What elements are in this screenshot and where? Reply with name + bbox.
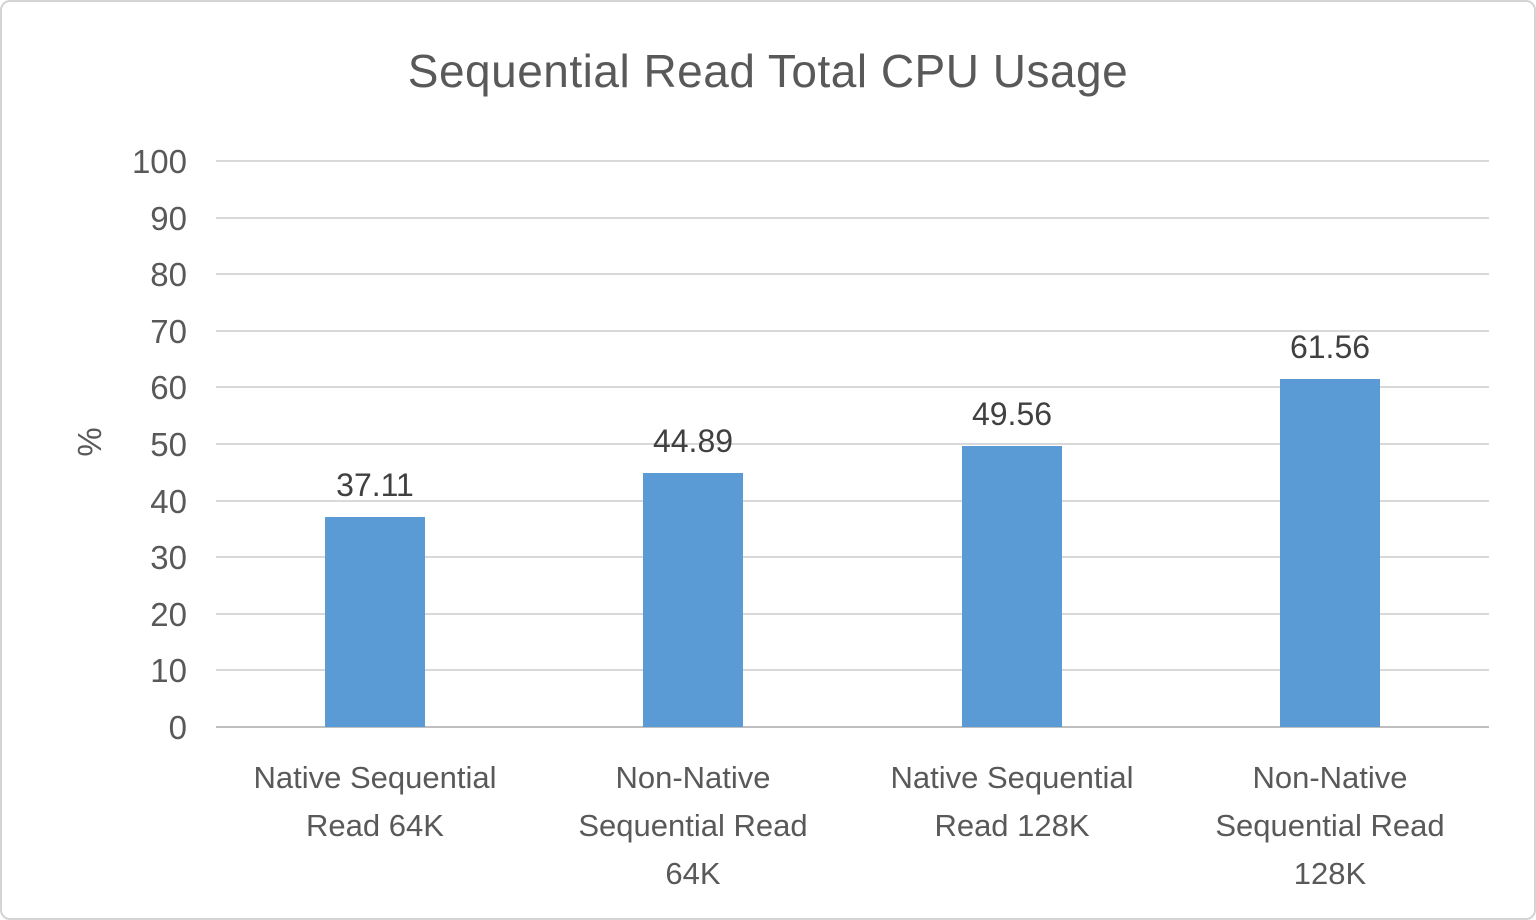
x-axis-line xyxy=(216,726,1489,728)
y-tick-label: 20 xyxy=(150,595,187,633)
x-category-label-1: Native Sequential Read 64K xyxy=(216,754,534,850)
gridline xyxy=(216,273,1489,276)
x-category-label-3: Native Sequential Read 128K xyxy=(853,754,1171,850)
data-label-1: 37.11 xyxy=(336,467,414,503)
y-tick-label: 30 xyxy=(150,539,187,577)
gridline xyxy=(216,556,1489,559)
gridline xyxy=(216,612,1489,615)
y-tick-label: 10 xyxy=(150,652,187,690)
gridline xyxy=(216,160,1489,162)
bar-2 xyxy=(643,473,743,727)
y-tick-label: 80 xyxy=(150,256,187,294)
x-category-label-2: Non-Native Sequential Read 64K xyxy=(534,754,852,898)
y-tick-label: 70 xyxy=(150,312,187,350)
data-label-2: 44.89 xyxy=(652,423,734,459)
gridline xyxy=(216,216,1489,219)
x-category-label-text: Native Sequential Read 64K xyxy=(253,760,497,843)
gridline xyxy=(216,499,1489,502)
bar-1 xyxy=(325,517,425,727)
data-label-3: 49.56 xyxy=(971,396,1053,432)
gridline xyxy=(216,386,1489,389)
x-category-label-4: Non-Native Sequential Read 128K xyxy=(1171,754,1489,898)
x-category-label-text: Native Sequential Read 128K xyxy=(890,760,1134,843)
data-label-4: 61.56 xyxy=(1289,329,1371,365)
gridline xyxy=(216,329,1489,332)
y-tick-label: 50 xyxy=(150,426,187,463)
bar-4 xyxy=(1280,379,1380,727)
gridline xyxy=(216,669,1489,672)
y-tick-label: 0 xyxy=(168,709,187,746)
gridline xyxy=(216,443,1489,445)
y-tick-label: 40 xyxy=(150,482,187,520)
bar-3 xyxy=(962,446,1062,727)
y-tick-label: 100 xyxy=(131,143,187,180)
chart-title: Sequential Read Total CPU Usage xyxy=(407,45,1129,97)
x-category-label-text: Non-Native Sequential Read 64K xyxy=(578,760,808,891)
y-tick-label: 60 xyxy=(150,369,187,407)
x-category-label-text: Non-Native Sequential Read 128K xyxy=(1215,760,1445,891)
y-tick-label: 90 xyxy=(150,199,187,237)
